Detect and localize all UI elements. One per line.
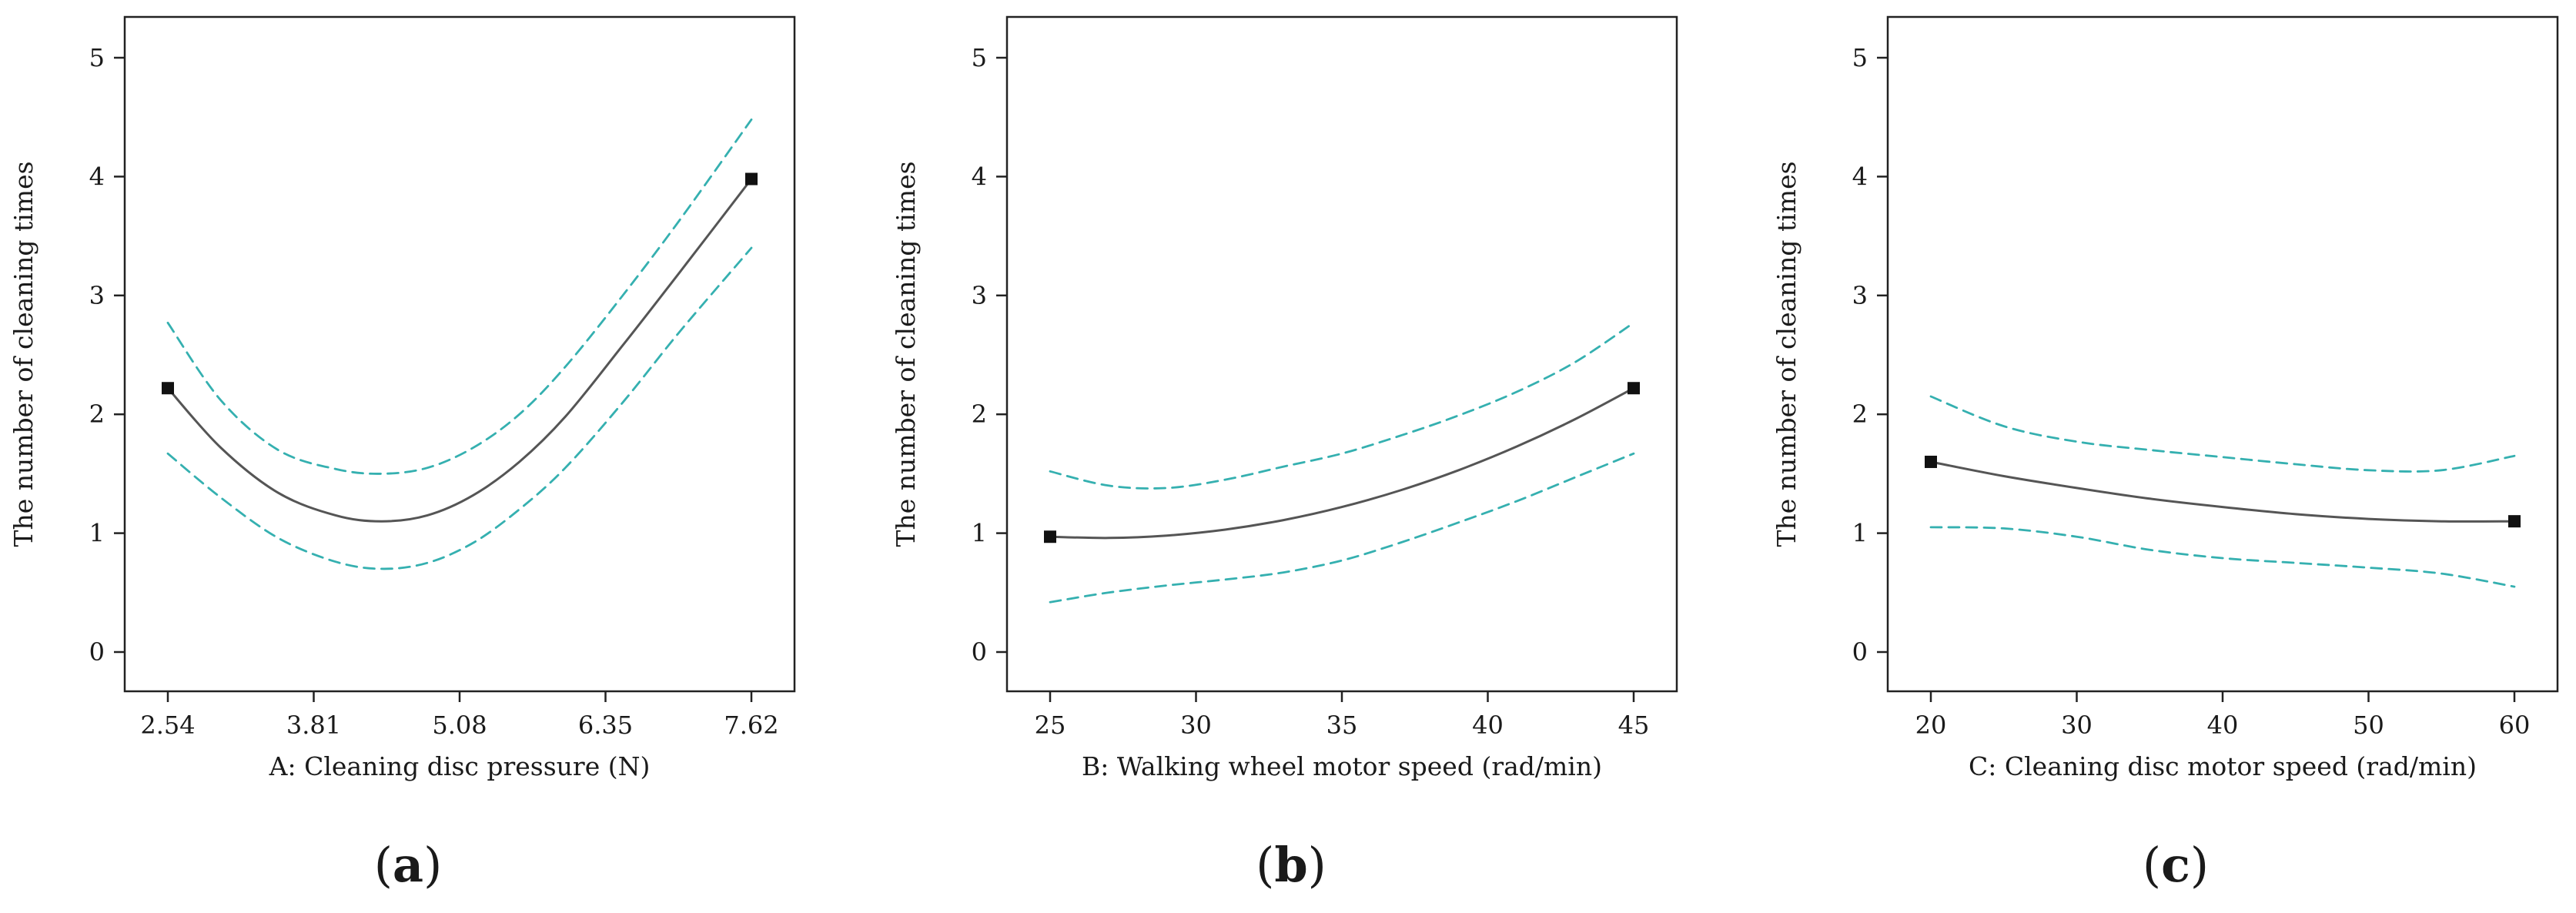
x-axis-label: C: Cleaning disc motor speed (rad/min) [1969,751,2477,781]
y-tick-label: 0 [89,637,105,667]
y-tick-label: 1 [972,519,987,548]
design-point-marker [745,172,758,186]
y-tick-label: 0 [972,637,987,667]
x-tick-label: 30 [1180,711,1212,740]
plot-frame [123,15,796,693]
x-tick-label: 35 [1326,711,1358,740]
plot-frame [1005,15,1678,693]
chart-panel-a: 0 1 2 3 4 5 2.54 3.81 5.08 6.35 7.62 A: Cleaning di… [8,15,796,893]
y-tick-label: 3 [972,281,987,310]
upper-ci-line [1049,321,1635,490]
panel-label-letter: a [393,837,423,893]
y-tick-label: 5 [972,43,987,72]
y-tick-label: 2 [89,400,105,429]
lower-ci-line [166,246,753,570]
x-tick-label: 50 [2353,711,2384,740]
x-tick-label: 40 [2207,711,2239,740]
chart-panel-c: 0 1 2 3 4 5 20 30 40 50 60 C: Cleaning disc motor s… [1771,15,2559,893]
panel-label-close-paren: ) [423,837,442,893]
lower-ci-line [1049,452,1635,604]
y-tick-label: 3 [89,281,105,310]
y-tick-label: 2 [1852,400,1868,429]
y-tick-label: 3 [1852,281,1868,310]
y-tick-label: 4 [972,162,987,191]
lower-ci-line [1929,526,2516,588]
y-axis-label: The number of cleaning times [1771,161,1802,547]
prediction-line [1929,460,2516,523]
x-tick-label: 2.54 [140,711,195,740]
x-tick-label: 3.81 [286,711,341,740]
panel-label-close-paren: ) [1308,837,1326,893]
x-tick-label: 30 [2061,711,2093,740]
x-tick-label: 5.08 [432,711,487,740]
x-tick-label: 20 [1915,711,1947,740]
y-tick-label: 0 [1852,637,1868,667]
y-axis-label: The number of cleaning times [891,161,921,547]
x-tick-label: 60 [2499,711,2531,740]
y-tick-label: 2 [972,400,987,429]
y-tick-label: 5 [89,43,105,72]
prediction-line [166,178,753,523]
upper-ci-line [166,118,753,475]
panel-label: (a) [374,837,443,893]
design-point-marker [1628,382,1640,395]
y-tick-label: 5 [1852,43,1868,72]
panel-label: (c) [2143,837,2209,893]
panel-label-letter: c [2161,837,2190,893]
panel-label: (b) [1256,837,1326,893]
x-tick-label: 40 [1472,711,1504,740]
x-tick-label: 45 [1618,711,1650,740]
y-tick-label: 4 [89,162,105,191]
design-point-marker [1044,530,1056,543]
design-point-marker [1925,455,1937,468]
panel-label-open-paren: ( [374,837,393,893]
x-tick-label: 7.62 [724,711,778,740]
plot-frame [1886,15,2559,693]
panel-label-close-paren: ) [2190,837,2209,893]
x-axis-label: B: Walking wheel motor speed (rad/min) [1082,751,1602,781]
upper-ci-line [1929,395,2516,473]
y-tick-label: 4 [1852,162,1868,191]
design-point-marker [2508,515,2521,528]
panel-label-letter: b [1274,837,1307,893]
panel-label-open-paren: ( [1256,837,1274,893]
x-axis-label: A: Cleaning disc pressure (N) [269,751,651,781]
x-tick-label: 25 [1035,711,1066,740]
y-tick-label: 1 [1852,519,1868,548]
y-axis-label: The number of cleaning times [8,161,38,547]
prediction-line [1049,386,1635,540]
design-point-marker [162,382,174,395]
panel-label-open-paren: ( [2143,837,2161,893]
y-tick-label: 1 [89,519,105,548]
x-tick-label: 6.35 [578,711,633,740]
